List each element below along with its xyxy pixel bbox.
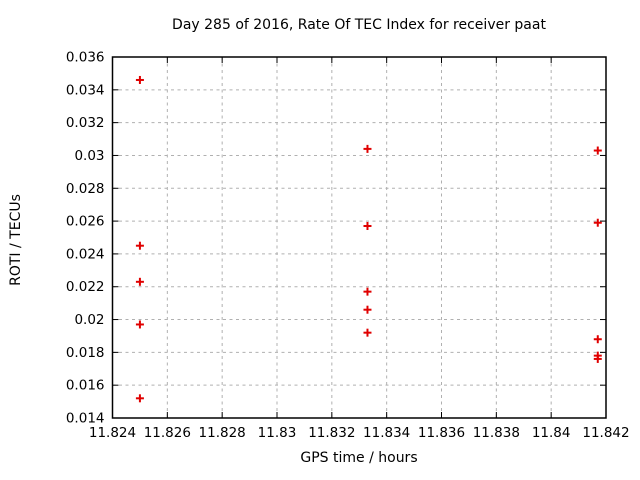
x-tick-label: 11.838 bbox=[473, 425, 520, 441]
grid-lines bbox=[112, 57, 606, 418]
y-tick-label: 0.018 bbox=[66, 345, 105, 361]
chart-title: Day 285 of 2016, Rate Of TEC Index for r… bbox=[172, 17, 546, 33]
y-tick-label: 0.022 bbox=[66, 279, 105, 295]
x-tick-label: 11.836 bbox=[418, 425, 465, 441]
y-tick-label: 0.016 bbox=[66, 378, 105, 394]
x-tick-label: 11.826 bbox=[144, 425, 191, 441]
x-tick-label: 11.84 bbox=[532, 425, 571, 441]
y-tick-label: 0.026 bbox=[66, 214, 105, 230]
y-tick-label: 0.034 bbox=[66, 82, 105, 98]
y-tick-label: 0.028 bbox=[66, 181, 105, 197]
y-tick-label: 0.024 bbox=[66, 246, 105, 262]
y-tick-label: 0.036 bbox=[66, 50, 105, 66]
data-points bbox=[135, 75, 602, 403]
y-tick-label: 0.014 bbox=[66, 411, 105, 427]
y-tick-label: 0.03 bbox=[74, 148, 104, 164]
tick-labels: 11.824 11.826 11.828 11.83 11.832 11.834 11.83… bbox=[66, 50, 630, 442]
x-tick-label: 11.834 bbox=[363, 425, 410, 441]
plot-border bbox=[111, 56, 607, 419]
y-axis-label: ROTI / TECUs bbox=[8, 194, 24, 286]
y-tick-label: 0.02 bbox=[74, 312, 104, 328]
x-tick-label: 11.824 bbox=[89, 425, 136, 441]
x-tick-label: 11.828 bbox=[199, 425, 246, 441]
plot-border-rect bbox=[111, 56, 607, 419]
x-tick-label: 11.832 bbox=[308, 425, 355, 441]
x-tick-label: 11.83 bbox=[258, 425, 297, 441]
x-tick-label: 11.842 bbox=[582, 425, 629, 441]
axis-ticks bbox=[112, 56, 607, 419]
x-axis-label: GPS time / hours bbox=[300, 450, 417, 466]
y-tick-label: 0.032 bbox=[66, 115, 105, 131]
